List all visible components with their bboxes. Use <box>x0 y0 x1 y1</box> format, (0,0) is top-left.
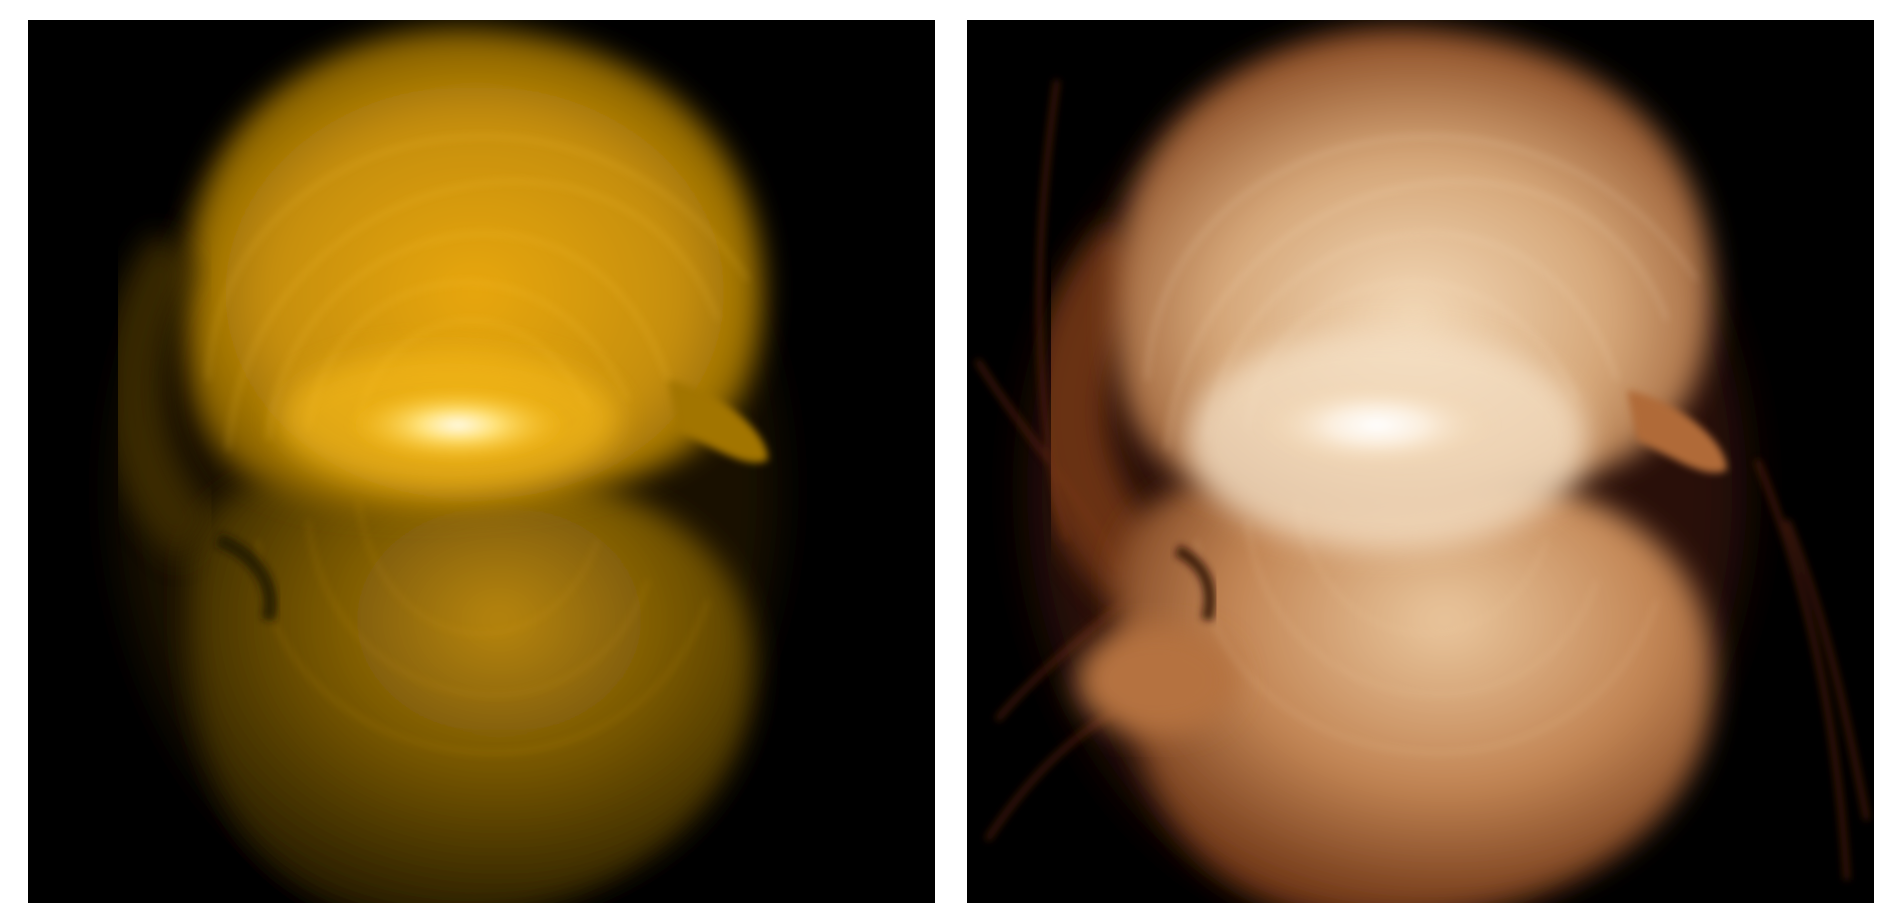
lower-loop-lobe <box>187 459 754 903</box>
image-panel-right <box>967 20 1874 903</box>
solar-corona-image-right <box>967 20 1874 903</box>
lower-left-bulb <box>1077 625 1237 735</box>
active-region-core <box>348 387 568 463</box>
image-panel-left <box>28 20 935 903</box>
active-region-core <box>1257 380 1497 470</box>
solar-corona-image-left <box>28 20 935 903</box>
